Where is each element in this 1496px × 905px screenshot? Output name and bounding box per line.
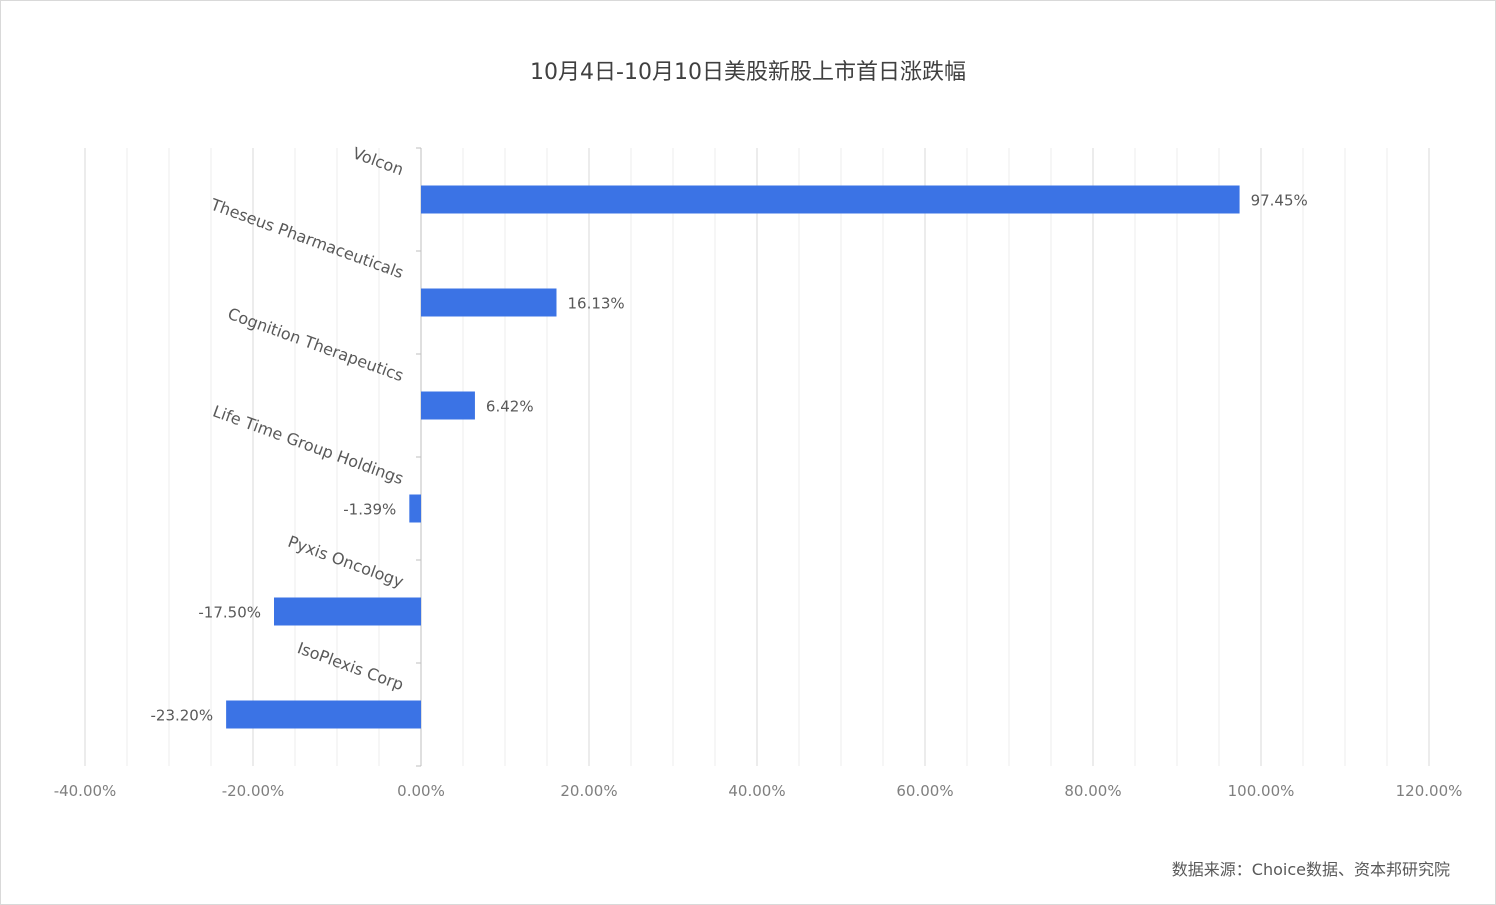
category-label: Volcon [350, 143, 406, 179]
data-label: 6.42% [486, 398, 534, 416]
bar [274, 597, 421, 626]
bar [421, 288, 557, 317]
chart-title: 10月4日-10月10日美股新股上市首日涨跌幅 [530, 60, 966, 85]
x-tick-label: 80.00% [1064, 782, 1121, 800]
bar [409, 494, 421, 523]
x-tick-label: 100.00% [1228, 782, 1295, 800]
x-tick-label: -40.00% [54, 782, 117, 800]
data-label: -17.50% [198, 604, 261, 622]
bars [226, 185, 1240, 729]
data-label: 97.45% [1251, 192, 1308, 210]
bar [421, 391, 475, 420]
category-label: Life Time Group Holdings [210, 401, 406, 488]
category-label: IsoPlexis Corp [295, 638, 406, 694]
data-label: -1.39% [343, 501, 396, 519]
data-label: 16.13% [567, 295, 624, 313]
axes [416, 147, 422, 767]
x-tick-label: -20.00% [222, 782, 285, 800]
category-label: Pyxis Oncology [285, 532, 406, 591]
x-tick-label: 40.00% [728, 782, 785, 800]
x-tick-label: 60.00% [896, 782, 953, 800]
x-tick-label: 20.00% [560, 782, 617, 800]
category-label: Theseus Pharmaceuticals [207, 194, 406, 282]
bar [226, 700, 421, 729]
bar [421, 185, 1240, 214]
x-tick-label: 120.00% [1396, 782, 1463, 800]
gridlines [84, 148, 1430, 766]
x-tick-label: 0.00% [397, 782, 445, 800]
data-label: -23.20% [151, 707, 214, 725]
source-note: 数据来源：Choice数据、资本邦研究院 [1171, 860, 1450, 879]
